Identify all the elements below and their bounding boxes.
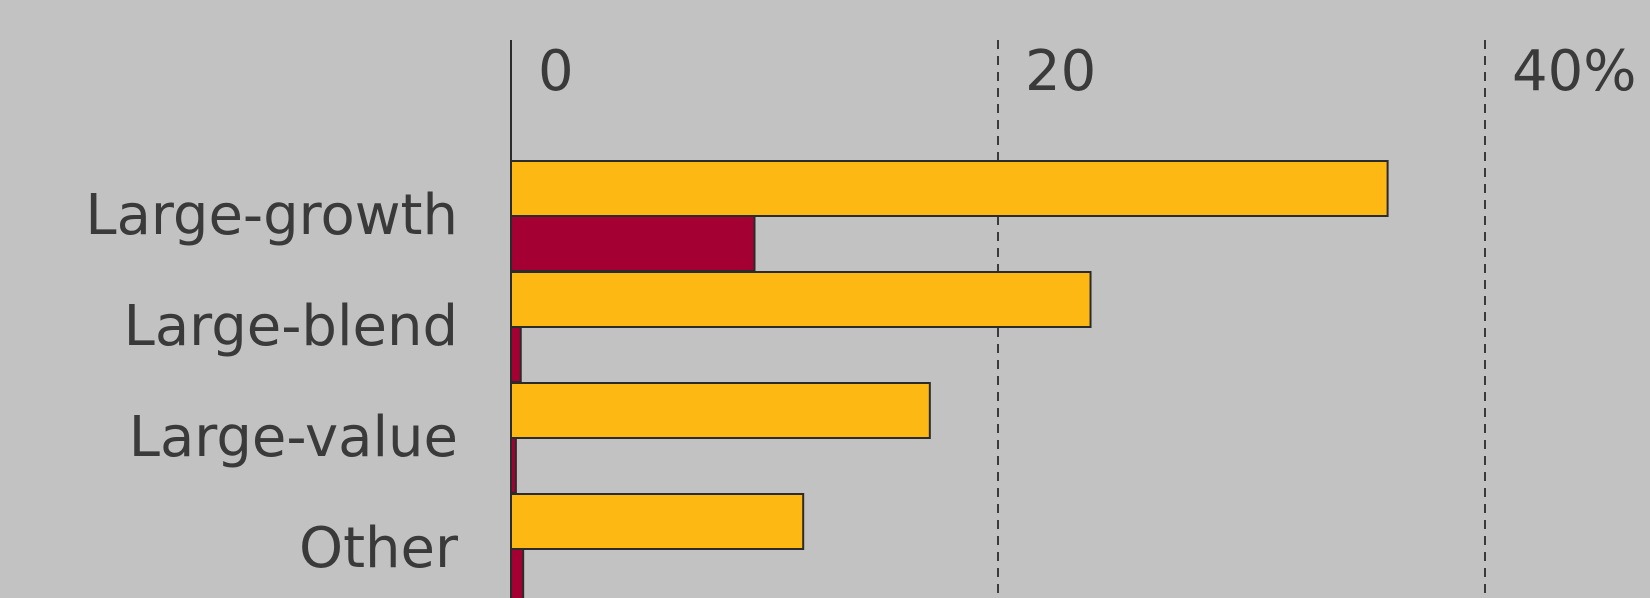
bar-series2-1 xyxy=(510,326,522,383)
category-label-1: Large-blend xyxy=(124,294,458,359)
bar-series1-1 xyxy=(510,271,1092,328)
bars xyxy=(510,160,1389,598)
x-tick-label-2: 40% xyxy=(1512,39,1636,104)
x-tick-labels: 0 20 40% xyxy=(538,39,1636,104)
category-label-3: Other xyxy=(299,516,459,581)
bar-series1-3 xyxy=(510,493,805,550)
bar-series2-0 xyxy=(510,215,756,272)
x-tick-label-1: 20 xyxy=(1025,39,1096,104)
bar-series1-0 xyxy=(510,160,1389,217)
category-labels: Large-growth Large-blend Large-value Other xyxy=(85,183,459,581)
category-label-0: Large-growth xyxy=(85,183,458,248)
x-tick-label-0: 0 xyxy=(538,39,574,104)
bar-series1-2 xyxy=(510,382,931,439)
bar-series2-3 xyxy=(510,548,525,598)
category-label-2: Large-value xyxy=(129,405,458,470)
